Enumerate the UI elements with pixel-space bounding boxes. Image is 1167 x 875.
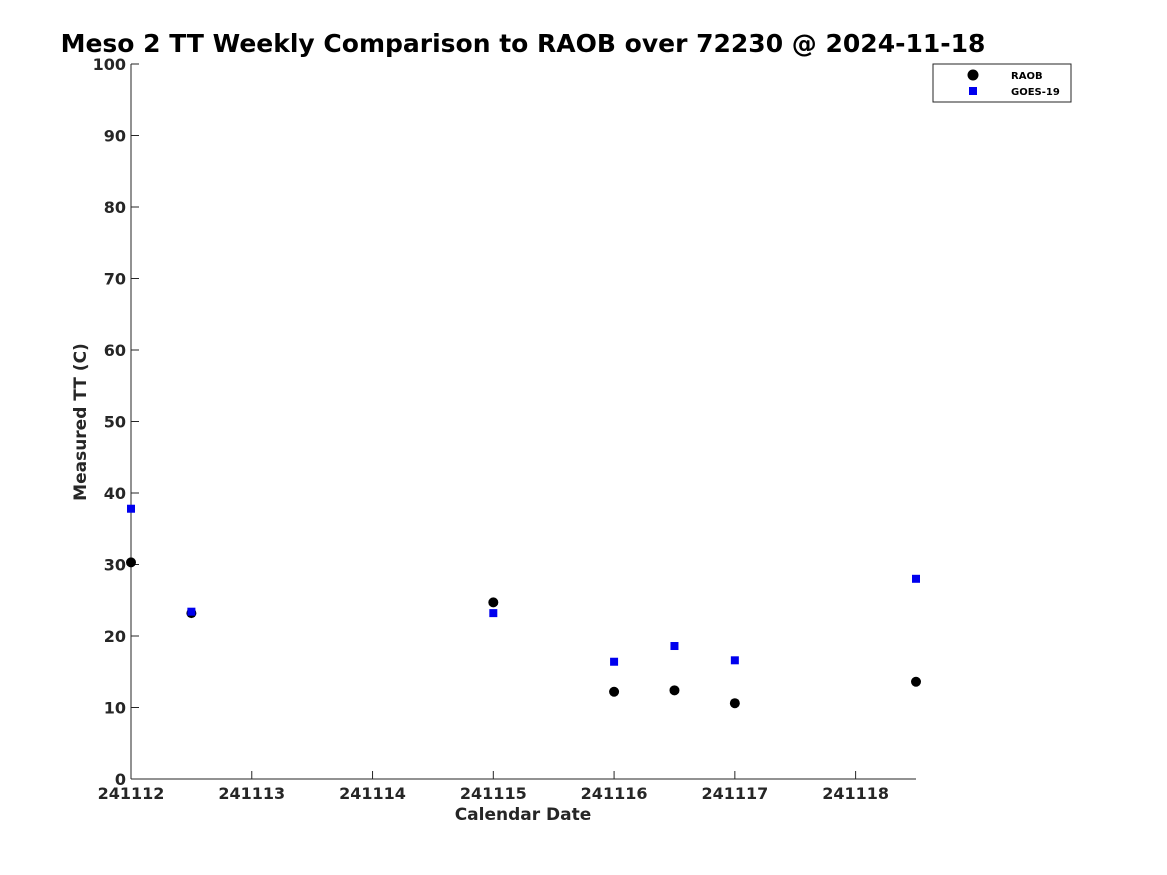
y-tick-label: 30: [104, 556, 126, 575]
y-axis-ticks: 0 10 20 30 40 50 60 70 80 90 100: [93, 55, 139, 789]
goes-19-point: [610, 657, 619, 666]
y-axis-label: Measured TT (C): [71, 343, 91, 501]
goes-19-point: [127, 504, 135, 513]
raob-point: [669, 685, 680, 696]
legend-label-goes-19: GOES-19: [1011, 87, 1060, 98]
goes-19-point: [489, 609, 498, 618]
x-axis-label: Calendar Date: [455, 805, 592, 825]
y-tick-label: 50: [104, 413, 126, 432]
raob-point: [126, 557, 136, 568]
goes-19-point: [730, 656, 739, 665]
legend-marker-goes-19: [969, 87, 977, 95]
y-tick-label: 10: [104, 699, 126, 718]
y-tick-label: 20: [104, 627, 126, 646]
y-tick-label: 80: [104, 198, 126, 217]
x-tick-label: 241112: [98, 784, 165, 803]
y-tick-label: 100: [93, 55, 126, 74]
raob-point: [488, 597, 499, 608]
x-tick-label: 241116: [581, 784, 648, 803]
raob-point: [609, 686, 620, 697]
y-tick-label: 40: [104, 484, 126, 503]
x-tick-label: 241113: [218, 784, 285, 803]
x-tick-label: 241114: [339, 784, 406, 803]
y-tick-label: 70: [104, 270, 126, 289]
x-tick-label: 241118: [822, 784, 889, 803]
x-tick-label: 241115: [460, 784, 527, 803]
data-points: [126, 504, 921, 709]
legend-label-raob: RAOB: [1011, 71, 1043, 82]
chart-title: Meso 2 TT Weekly Comparison to RAOB over…: [61, 29, 986, 58]
x-tick-label: 241117: [701, 784, 768, 803]
raob-point: [911, 676, 921, 687]
goes-19-point: [912, 574, 920, 583]
goes-19-point: [187, 607, 196, 616]
legend-box: [932, 63, 1072, 103]
y-tick-label: 60: [104, 341, 126, 360]
axes: [130, 64, 916, 780]
x-axis-ticks: 241112 241113 241114 241115 241116 241117 2411…: [98, 771, 889, 803]
legend: RAOB GOES-19: [932, 63, 1072, 103]
y-tick-label: 90: [104, 127, 126, 146]
goes-19-point: [670, 642, 679, 651]
y-tick-label: 0: [115, 770, 126, 789]
raob-point: [729, 698, 740, 709]
legend-marker-raob: [967, 69, 979, 81]
